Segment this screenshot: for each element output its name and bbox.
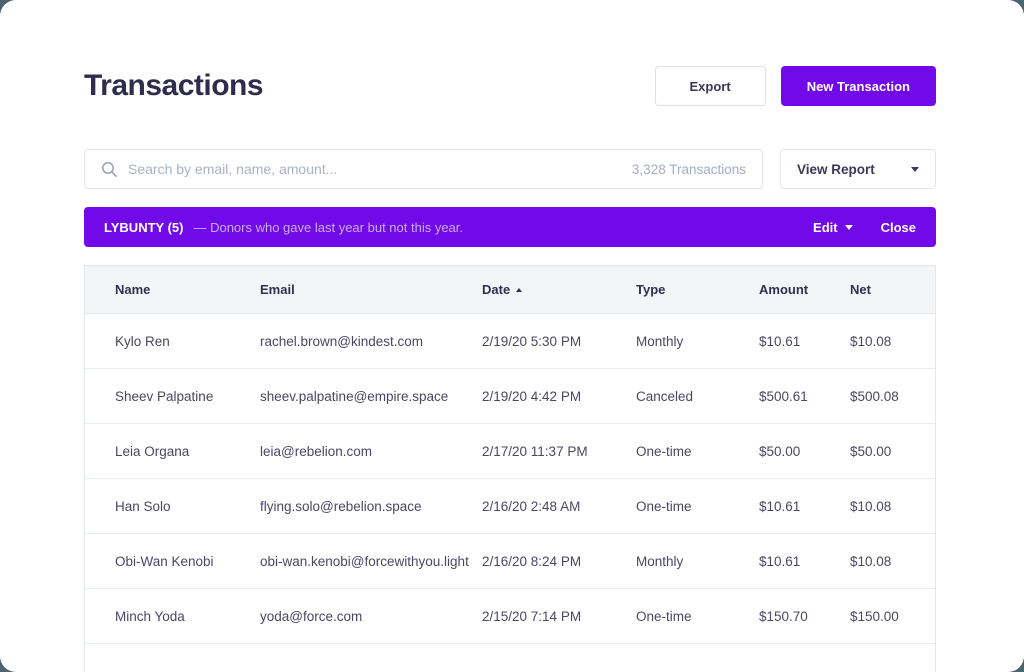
cell-date: 2/19/20 5:30 PM: [482, 333, 582, 349]
column-header-name[interactable]: Name: [115, 282, 151, 297]
cell-type: One-time: [636, 498, 692, 514]
column-header-date[interactable]: Date: [482, 282, 636, 297]
table-row[interactable]: Obi-Wan Kenobi obi-wan.kenobi@forcewithy…: [85, 534, 935, 589]
cell-net: $500.08: [850, 388, 899, 404]
search-box[interactable]: 3,328 Transactions: [84, 149, 763, 189]
cell-amount: $150.70: [759, 608, 808, 624]
page-header: Transactions Export New Transaction: [84, 64, 936, 108]
cell-type: Canceled: [636, 388, 694, 404]
cell-date: 2/16/20 2:48 AM: [482, 498, 581, 514]
sort-ascending-icon: [516, 287, 523, 292]
cell-date: 2/16/20 8:24 PM: [482, 553, 582, 569]
cell-name: Han Solo: [115, 498, 171, 514]
cell-name: Sheev Palpatine: [115, 388, 214, 404]
transactions-count: 3,328 Transactions: [631, 161, 746, 177]
cell-name: Kylo Ren: [115, 333, 170, 349]
column-header-amount[interactable]: Amount: [759, 282, 809, 297]
cell-name: Minch Yoda: [115, 608, 185, 624]
cell-type: Monthly: [636, 553, 684, 569]
transactions-table: Name Email Date Type Amount Net Kylo Ren…: [84, 265, 936, 672]
cell-email: leia@rebelion.com: [260, 443, 373, 459]
table-row[interactable]: Han Solo flying.solo@rebelion.space 2/16…: [85, 479, 935, 534]
table-row[interactable]: Minch Yoda yoda@force.com 2/15/20 7:14 P…: [85, 589, 935, 644]
toolbar: 3,328 Transactions View Report: [84, 149, 936, 189]
cell-net: $50.00: [850, 443, 892, 459]
cell-name: Obi-Wan Kenobi: [115, 553, 214, 569]
chevron-down-icon: [911, 166, 919, 172]
table-row[interactable]: Kylo Ren rachel.brown@kindest.com 2/19/2…: [85, 314, 935, 369]
cell-amount: $10.61: [759, 498, 801, 514]
edit-label: Edit: [813, 219, 838, 235]
column-header-date-label: Date: [482, 282, 511, 297]
cell-type: Monthly: [636, 333, 684, 349]
table-row[interactable]: Leia Organa leia@rebelion.com 2/17/20 11…: [85, 424, 935, 479]
cell-amount: $10.61: [759, 333, 801, 349]
cell-email: flying.solo@rebelion.space: [260, 498, 422, 514]
cell-date: 2/19/20 4:42 PM: [482, 388, 582, 404]
cell-net: $150.00: [850, 608, 899, 624]
export-button[interactable]: Export: [654, 66, 766, 106]
cell-email: rachel.brown@kindest.com: [260, 333, 424, 349]
cell-email: sheev.palpatine@empire.space: [260, 388, 449, 404]
table-header-row: Name Email Date Type Amount Net: [85, 266, 935, 314]
chevron-down-icon: [844, 224, 853, 230]
search-icon: [102, 161, 117, 177]
cell-type: One-time: [636, 608, 692, 624]
column-header-type[interactable]: Type: [636, 282, 666, 297]
close-filter-button[interactable]: Close: [880, 219, 916, 235]
table-body: Kylo Ren rachel.brown@kindest.com 2/19/2…: [85, 314, 935, 644]
filter-banner: LYBUNTY (5) — Donors who gave last year …: [84, 207, 936, 247]
page-title: Transactions: [84, 69, 264, 102]
filter-tag: LYBUNTY (5): [104, 219, 184, 235]
cell-type: One-time: [636, 443, 692, 459]
column-header-email[interactable]: Email: [260, 282, 295, 297]
cell-email: obi-wan.kenobi@forcewithyou.light: [260, 553, 469, 569]
cell-net: $10.08: [850, 498, 892, 514]
cell-date: 2/17/20 11:37 PM: [482, 443, 588, 459]
cell-net: $10.08: [850, 333, 892, 349]
cell-amount: $50.00: [759, 443, 801, 459]
cell-amount: $10.61: [759, 553, 801, 569]
filter-description: — Donors who gave last year but not this…: [193, 219, 463, 235]
banner-actions: Edit Close: [813, 220, 916, 235]
edit-filter-button[interactable]: Edit: [813, 220, 853, 235]
cell-name: Leia Organa: [115, 443, 190, 459]
view-report-label: View Report: [797, 161, 875, 177]
search-input[interactable]: [128, 161, 632, 177]
view-report-dropdown[interactable]: View Report: [780, 149, 936, 189]
cell-date: 2/15/20 7:14 PM: [482, 608, 582, 624]
table-row[interactable]: Sheev Palpatine sheev.palpatine@empire.s…: [85, 369, 935, 424]
cell-amount: $500.61: [759, 388, 808, 404]
cell-email: yoda@force.com: [260, 608, 363, 624]
header-actions: Export New Transaction: [654, 66, 936, 106]
cell-net: $10.08: [850, 553, 892, 569]
column-header-net[interactable]: Net: [850, 282, 871, 297]
new-transaction-button[interactable]: New Transaction: [780, 66, 936, 106]
